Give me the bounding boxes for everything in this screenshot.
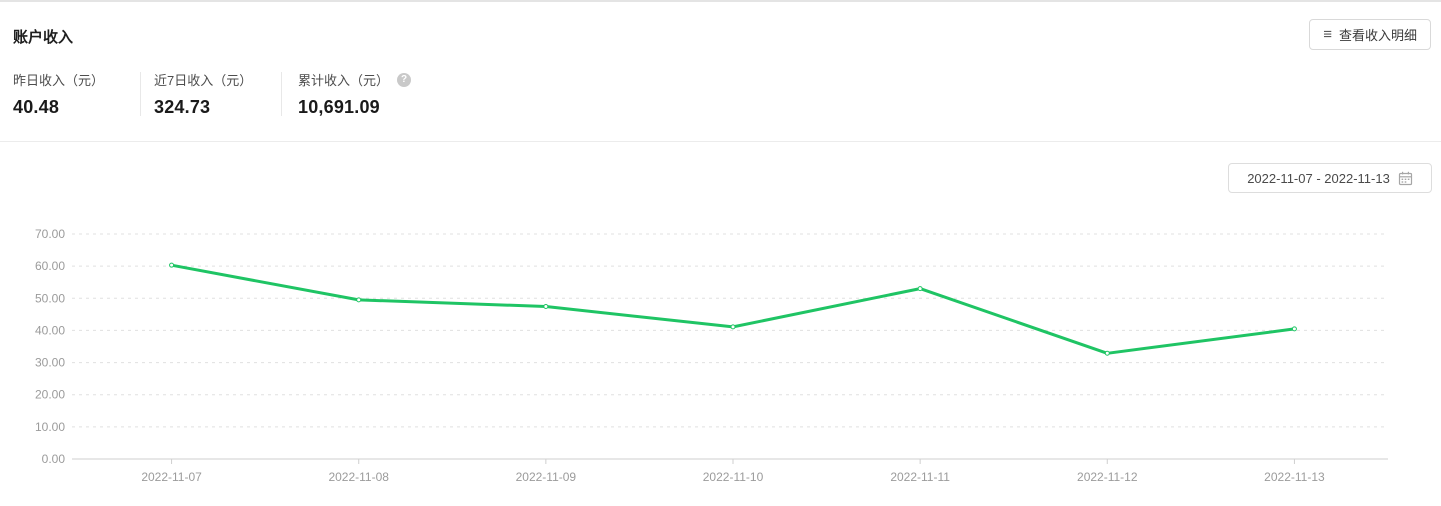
stat-label: 累计收入（元）	[298, 73, 390, 88]
menu-icon: ≡	[1323, 26, 1332, 43]
y-axis-tick-label: 30.00	[35, 356, 65, 370]
help-icon[interactable]: ?	[397, 72, 412, 87]
y-axis-tick-label: 0.00	[42, 452, 66, 466]
stat-divider	[140, 72, 141, 116]
data-point-marker	[543, 303, 549, 309]
x-axis-tick-label: 2022-11-12	[1077, 470, 1138, 484]
stat-total-income: 累计收入（元） ? 10,691.09	[282, 70, 431, 118]
data-point-marker	[730, 324, 736, 330]
data-point-marker	[169, 262, 175, 268]
data-point-marker	[356, 297, 362, 303]
stat-value: 324.73	[154, 97, 211, 117]
x-axis-tick-label: 2022-11-11	[890, 470, 950, 484]
y-axis-tick-label: 60.00	[35, 259, 65, 273]
y-axis-tick-label: 50.00	[35, 291, 65, 305]
page-title: 账户收入	[13, 29, 74, 46]
stat-value: 40.48	[13, 97, 60, 117]
income-chart: 0.00 10.00 20.00 30.00 40.00 50.00 60.00 70.00 2…	[35, 227, 1388, 484]
data-point-marker	[1291, 326, 1297, 332]
income-line-series	[170, 263, 1296, 355]
x-axis-tick-label: 2022-11-08	[328, 470, 389, 484]
date-range-picker[interactable]: 2022-11-07 - 2022-11-13	[1228, 163, 1432, 193]
stat-label: 昨日收入（元）	[13, 73, 105, 88]
x-axis-tick-label: 2022-11-07	[141, 470, 202, 484]
x-axis-tick-label: 2022-11-09	[516, 470, 577, 484]
y-axis-tick-label: 20.00	[35, 388, 65, 402]
data-point-marker	[917, 286, 923, 292]
stat-label: 近7日收入（元）	[154, 73, 253, 88]
date-range-value: 2022-11-07 - 2022-11-13	[1247, 170, 1390, 186]
stat-value: 10,691.09	[298, 97, 380, 117]
y-axis-tick-label: 70.00	[35, 227, 65, 241]
stat-yesterday-income: 昨日收入（元） 40.48	[0, 70, 140, 118]
stat-divider	[281, 72, 282, 116]
calendar-icon	[1398, 171, 1412, 185]
x-axis-tick-label: 2022-11-10	[703, 470, 764, 484]
section-divider	[0, 141, 1441, 142]
view-details-label: 查看收入明细	[1338, 28, 1417, 43]
x-axis-tick-label: 2022-11-13	[1264, 470, 1325, 484]
data-point-marker	[1104, 350, 1110, 356]
view-details-button[interactable]: ≡ 查看收入明细	[1309, 19, 1431, 50]
stat-week-income: 近7日收入（元） 324.73	[141, 70, 281, 118]
stats-row: 昨日收入（元） 40.48 近7日收入（元） 324.73 累计收入（元） ? …	[0, 70, 431, 118]
y-axis-tick-label: 40.00	[35, 323, 65, 337]
y-axis-tick-label: 10.00	[35, 420, 65, 434]
